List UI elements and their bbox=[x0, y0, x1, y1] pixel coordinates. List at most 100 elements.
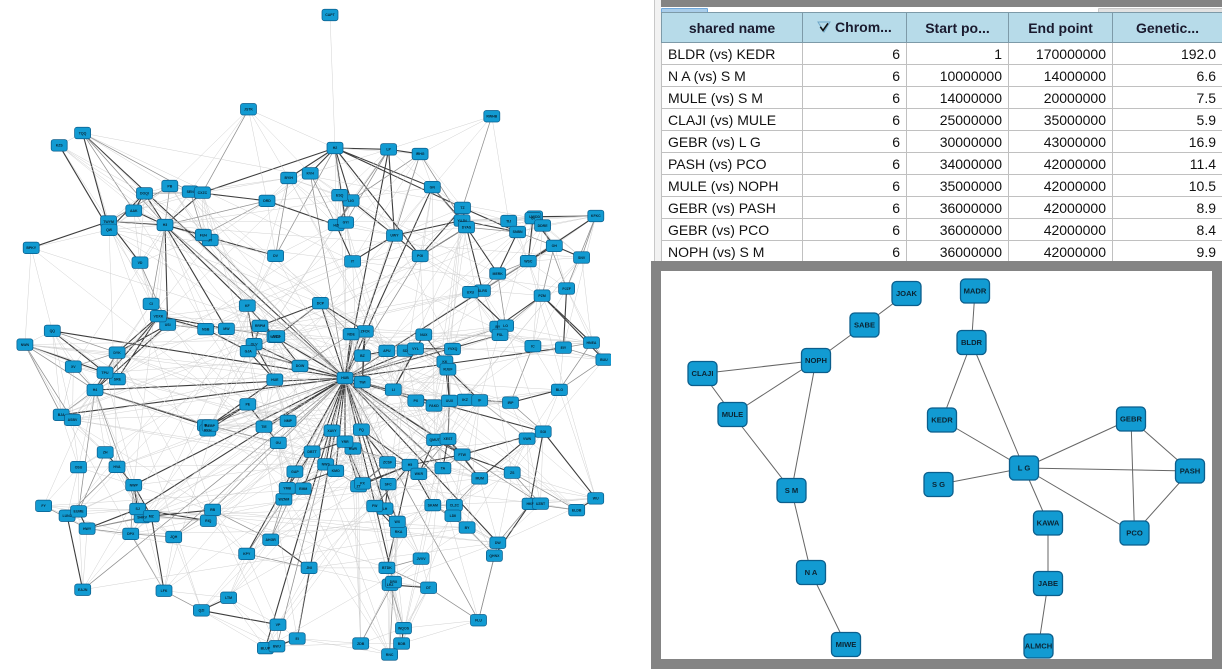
svg-text:QZI: QZI bbox=[198, 609, 204, 613]
svg-text:FTW: FTW bbox=[458, 453, 466, 457]
svg-text:NWP: NWP bbox=[130, 483, 139, 487]
svg-text:BUU: BUU bbox=[600, 358, 608, 362]
svg-text:BPKY: BPKY bbox=[26, 246, 36, 250]
svg-text:ELDB: ELDB bbox=[572, 508, 582, 512]
svg-text:GU: GU bbox=[276, 441, 282, 445]
svg-text:MZG: MZG bbox=[273, 335, 281, 339]
svg-text:CLAJI: CLAJI bbox=[692, 369, 714, 378]
svg-text:CLZC: CLZC bbox=[450, 503, 460, 507]
svg-text:PASH: PASH bbox=[1180, 467, 1201, 476]
svg-text:BJA: BJA bbox=[58, 413, 65, 417]
svg-text:JNI: JNI bbox=[306, 566, 311, 570]
svg-text:TWYM: TWYM bbox=[103, 220, 114, 224]
svg-text:YRR: YRR bbox=[341, 440, 349, 444]
svg-text:IRHG: IRHG bbox=[416, 152, 425, 156]
svg-text:PX: PX bbox=[360, 482, 365, 486]
svg-text:YMB: YMB bbox=[283, 486, 291, 490]
svg-text:TA: TA bbox=[441, 466, 446, 470]
svg-text:DW: DW bbox=[495, 541, 502, 545]
svg-text:UXU: UXU bbox=[467, 290, 475, 294]
svg-text:H2: H2 bbox=[333, 146, 338, 150]
svg-text:JY: JY bbox=[208, 238, 213, 242]
svg-text:DBTT: DBTT bbox=[307, 450, 317, 454]
svg-text:WSC: WSC bbox=[524, 259, 533, 263]
svg-text:GYI: GYI bbox=[343, 221, 349, 225]
svg-text:EI: EI bbox=[296, 637, 299, 641]
svg-text:PX: PX bbox=[413, 399, 418, 403]
svg-text:DRD: DRD bbox=[263, 199, 271, 203]
svg-text:FAKD: FAKD bbox=[429, 404, 439, 408]
svg-text:WQOS: WQOS bbox=[398, 626, 410, 630]
svg-text:HWY: HWY bbox=[83, 527, 92, 531]
svg-text:IC: IC bbox=[531, 344, 535, 348]
svg-text:TIE: TIE bbox=[261, 425, 267, 429]
svg-text:SABE: SABE bbox=[854, 321, 875, 330]
svg-text:BDB: BDB bbox=[398, 642, 406, 646]
svg-text:GAP: GAP bbox=[291, 470, 299, 474]
svg-text:EAJN: EAJN bbox=[78, 588, 88, 592]
svg-text:L G: L G bbox=[1018, 464, 1031, 473]
svg-text:AAK: AAK bbox=[130, 209, 138, 213]
svg-text:IRP: IRP bbox=[508, 401, 515, 405]
svg-text:MULE: MULE bbox=[722, 410, 744, 419]
svg-text:NWS: NWS bbox=[322, 463, 331, 467]
svg-text:RRPM: RRPM bbox=[255, 324, 265, 328]
svg-text:SLRS: SLRS bbox=[478, 289, 488, 293]
svg-text:ASBV: ASBV bbox=[68, 418, 78, 422]
svg-text:JQH: JQH bbox=[170, 535, 178, 539]
svg-text:SHKV: SHKV bbox=[137, 515, 147, 519]
svg-text:MIWE: MIWE bbox=[836, 640, 857, 649]
svg-text:MUM: MUM bbox=[476, 477, 484, 481]
svg-text:RKH: RKH bbox=[204, 429, 212, 433]
svg-text:WZNM: WZNM bbox=[278, 498, 289, 502]
svg-text:FQ: FQ bbox=[359, 428, 364, 432]
svg-text:CI: CI bbox=[149, 302, 153, 306]
svg-text:OLV: OLV bbox=[251, 342, 259, 346]
svg-text:H4: H4 bbox=[93, 388, 98, 392]
svg-text:HZI: HZI bbox=[333, 223, 339, 227]
svg-text:FW: FW bbox=[372, 504, 378, 508]
svg-text:LH: LH bbox=[383, 507, 388, 511]
svg-text:HUE: HUE bbox=[271, 378, 279, 382]
svg-text:EUME: EUME bbox=[74, 510, 85, 514]
svg-text:SKAM: SKAM bbox=[428, 503, 438, 507]
svg-text:BY: BY bbox=[465, 526, 471, 530]
svg-text:LDII: LDII bbox=[450, 514, 457, 518]
svg-text:TPU: TPU bbox=[102, 371, 109, 375]
svg-text:XV: XV bbox=[71, 365, 76, 369]
svg-text:GN: GN bbox=[430, 185, 436, 189]
svg-text:KZS: KZS bbox=[56, 144, 64, 148]
svg-text:S G: S G bbox=[932, 480, 945, 489]
svg-text:NOPH: NOPH bbox=[805, 356, 827, 365]
svg-text:CXZC: CXZC bbox=[198, 191, 208, 195]
svg-text:HKF: HKF bbox=[526, 502, 534, 506]
svg-text:NDE: NDE bbox=[347, 332, 355, 336]
svg-text:ZH: ZH bbox=[103, 451, 108, 455]
svg-text:BTDK: BTDK bbox=[382, 566, 392, 570]
svg-text:GEBR: GEBR bbox=[1120, 415, 1142, 424]
svg-text:DCP: DCP bbox=[317, 301, 325, 305]
svg-text:YVXQ: YVXQ bbox=[448, 347, 458, 351]
svg-text:KEDR: KEDR bbox=[931, 416, 953, 425]
svg-text:ESQ: ESQ bbox=[336, 193, 344, 197]
svg-text:PCO: PCO bbox=[1126, 529, 1143, 538]
svg-text:FSL: FSL bbox=[497, 333, 504, 337]
svg-text:SFC: SFC bbox=[385, 482, 392, 486]
svg-text:SNBN: SNBN bbox=[513, 230, 523, 234]
svg-text:ALMCH: ALMCH bbox=[1025, 642, 1052, 651]
svg-text:KAWA: KAWA bbox=[1037, 519, 1060, 528]
svg-text:MADR: MADR bbox=[964, 287, 987, 296]
svg-text:BLUP: BLUP bbox=[261, 646, 271, 650]
svg-text:PGI: PGI bbox=[417, 254, 423, 258]
svg-text:LFK: LFK bbox=[161, 589, 168, 593]
svg-text:YUJN: YUJN bbox=[457, 219, 467, 223]
svg-text:VD: VD bbox=[138, 261, 143, 265]
svg-text:RKA: RKA bbox=[395, 530, 403, 534]
svg-text:NUX: NUX bbox=[420, 333, 428, 337]
svg-text:JABE: JABE bbox=[1038, 579, 1058, 588]
svg-text:WKR: WKR bbox=[415, 472, 424, 476]
svg-text:DOW: DOW bbox=[296, 364, 305, 368]
svg-text:VYL: VYL bbox=[412, 347, 420, 351]
svg-text:XEST: XEST bbox=[443, 437, 453, 441]
svg-text:WX: WX bbox=[394, 520, 400, 524]
